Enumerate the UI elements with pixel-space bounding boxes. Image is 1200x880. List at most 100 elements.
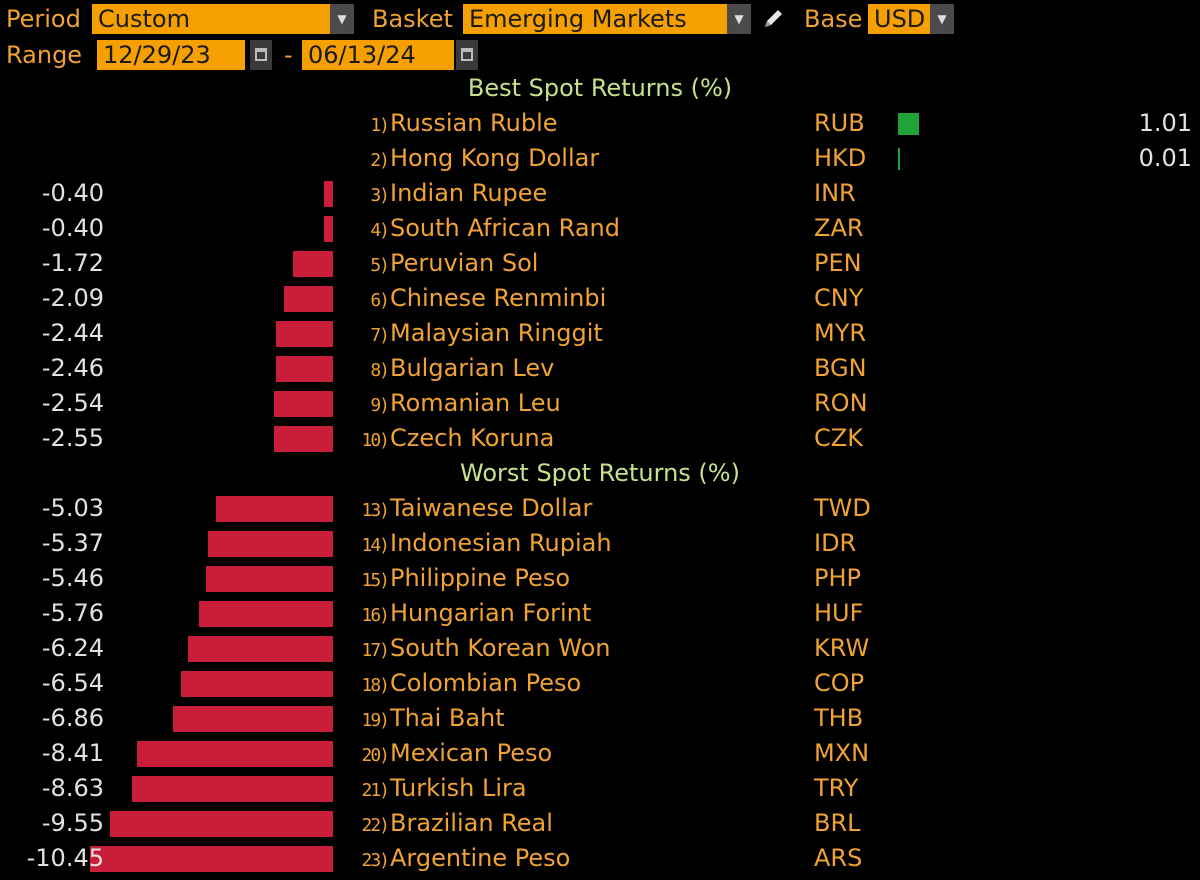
currency-name: Hungarian Forint (390, 599, 592, 627)
table-row[interactable]: -1.72 5) Peruvian Sol PEN (0, 246, 1200, 281)
rank-number: 19) (361, 710, 389, 731)
currency-name: Argentine Peso (390, 844, 571, 872)
table-row[interactable]: 0.01 2) Hong Kong Dollar HKD (0, 141, 1200, 176)
worst-returns-title: Worst Spot Returns (%) (460, 459, 740, 487)
table-row[interactable]: -2.46 8) Bulgarian Lev BGN (0, 351, 1200, 386)
table-row[interactable]: -10.45 23) Argentine Peso ARS (0, 841, 1200, 876)
table-row[interactable]: -6.54 18) Colombian Peso COP (0, 666, 1200, 701)
currency-code: CZK (814, 424, 863, 452)
negative-return-bar (137, 741, 333, 767)
currency-code: BRL (814, 809, 861, 837)
return-value: -6.86 (41, 704, 104, 732)
range-label: Range (6, 41, 83, 69)
currency-name: Colombian Peso (390, 669, 582, 697)
negative-return-bar (187, 636, 333, 662)
chevron-down-icon[interactable]: ▼ (930, 4, 954, 34)
rank-number: 5) (370, 255, 390, 276)
currency-name: Hong Kong Dollar (390, 144, 600, 172)
return-value: -0.40 (41, 214, 104, 242)
period-label: Period (6, 5, 81, 33)
currency-name: Indian Rupee (390, 179, 548, 207)
table-row[interactable]: -0.40 3) Indian Rupee INR (0, 176, 1200, 211)
table-row[interactable]: -8.41 20) Mexican Peso MXN (0, 736, 1200, 771)
period-select[interactable]: Custom (92, 4, 330, 34)
currency-name: Thai Baht (390, 704, 505, 732)
table-row[interactable]: -5.46 15) Philippine Peso PHP (0, 561, 1200, 596)
rank-number: 6) (370, 290, 390, 311)
currency-code: ZAR (814, 214, 864, 242)
currency-name: Indonesian Rupiah (390, 529, 612, 557)
currency-name: Turkish Lira (390, 774, 527, 802)
rank-number: 7) (370, 325, 390, 346)
rank-number: 4) (370, 220, 390, 241)
currency-code: THB (814, 704, 864, 732)
currency-code: IDR (814, 529, 857, 557)
return-value: 1.01 (1138, 109, 1192, 137)
currency-code: HUF (814, 599, 864, 627)
start-date-input[interactable]: 12/29/23 (97, 40, 245, 70)
currency-code: PEN (814, 249, 862, 277)
rank-number: 20) (361, 745, 389, 766)
basket-select[interactable]: Emerging Markets (463, 4, 727, 34)
return-value: -6.54 (41, 669, 104, 697)
return-value: -5.37 (41, 529, 104, 557)
rank-number: 22) (361, 815, 389, 836)
currency-code: TRY (814, 774, 859, 802)
pencil-icon[interactable] (758, 4, 788, 34)
negative-return-bar (292, 251, 333, 277)
rank-number: 9) (370, 395, 390, 416)
negative-return-bar (110, 811, 333, 837)
currency-code: COP (814, 669, 865, 697)
currency-code: RON (814, 389, 868, 417)
end-date-input[interactable]: 06/13/24 (302, 40, 454, 70)
currency-name: Russian Ruble (390, 109, 558, 137)
return-value: -8.63 (41, 774, 104, 802)
positive-return-bar (898, 148, 900, 170)
return-value: -5.03 (41, 494, 104, 522)
negative-return-bar (273, 391, 333, 417)
negative-return-bar (276, 321, 333, 347)
currency-name: Philippine Peso (390, 564, 570, 592)
negative-return-bar (323, 181, 333, 207)
basket-label: Basket (372, 5, 453, 33)
calendar-icon[interactable] (456, 40, 478, 70)
rank-number: 21) (361, 780, 389, 801)
table-row[interactable]: -2.09 6) Chinese Renminbi CNY (0, 281, 1200, 316)
currency-name: Malaysian Ringgit (390, 319, 603, 347)
table-row[interactable]: -0.40 4) South African Rand ZAR (0, 211, 1200, 246)
chevron-down-icon[interactable]: ▼ (727, 4, 751, 34)
table-row[interactable]: 1.01 1) Russian Ruble RUB (0, 106, 1200, 141)
return-value: -2.46 (41, 354, 104, 382)
currency-code: KRW (814, 634, 870, 662)
table-row[interactable]: -5.76 16) Hungarian Forint HUF (0, 596, 1200, 631)
table-row[interactable]: -5.03 13) Taiwanese Dollar TWD (0, 491, 1200, 526)
currency-name: Mexican Peso (390, 739, 553, 767)
positive-return-bar (898, 113, 920, 135)
negative-return-bar (284, 286, 333, 312)
table-row[interactable]: -2.44 7) Malaysian Ringgit MYR (0, 316, 1200, 351)
table-row[interactable]: -2.54 9) Romanian Leu RON (0, 386, 1200, 421)
table-row[interactable]: -8.63 21) Turkish Lira TRY (0, 771, 1200, 806)
rank-number: 17) (361, 640, 389, 661)
table-row[interactable]: -2.55 10) Czech Koruna CZK (0, 421, 1200, 456)
base-label: Base (804, 5, 863, 33)
return-value: -9.55 (41, 809, 104, 837)
rank-number: 15) (361, 570, 389, 591)
table-row[interactable]: -5.37 14) Indonesian Rupiah IDR (0, 526, 1200, 561)
negative-return-bar (131, 776, 333, 802)
currency-code: PHP (814, 564, 861, 592)
return-value: -5.76 (41, 599, 104, 627)
currency-code: CNY (814, 284, 864, 312)
calendar-icon[interactable] (250, 40, 272, 70)
table-row[interactable]: -6.24 17) South Korean Won KRW (0, 631, 1200, 666)
currency-code: BGN (814, 354, 867, 382)
chevron-down-icon[interactable]: ▼ (330, 4, 354, 34)
table-row[interactable]: -9.55 22) Brazilian Real BRL (0, 806, 1200, 841)
currency-name: Peruvian Sol (390, 249, 539, 277)
rank-number: 1) (370, 115, 390, 136)
negative-return-bar (273, 426, 333, 452)
currency-code: MYR (814, 319, 867, 347)
return-value: 0.01 (1138, 144, 1192, 172)
base-currency-select[interactable]: USD (868, 4, 930, 34)
table-row[interactable]: -6.86 19) Thai Baht THB (0, 701, 1200, 736)
